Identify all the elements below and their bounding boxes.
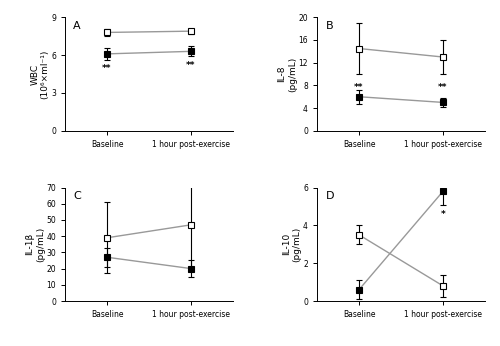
- Text: **: **: [438, 83, 448, 92]
- Y-axis label: IL-1β
(pg/mL): IL-1β (pg/mL): [26, 227, 45, 262]
- Text: **: **: [186, 62, 196, 71]
- Y-axis label: IL-8
(pg/mL): IL-8 (pg/mL): [278, 56, 297, 92]
- Text: A: A: [74, 21, 81, 31]
- Text: *: *: [440, 210, 446, 219]
- Text: D: D: [326, 191, 334, 201]
- Text: **: **: [102, 64, 112, 73]
- Y-axis label: WBC
(10⁶×ml⁻¹): WBC (10⁶×ml⁻¹): [30, 49, 50, 99]
- Y-axis label: IL-10
(pg/mL): IL-10 (pg/mL): [282, 227, 302, 262]
- Text: **: **: [354, 83, 364, 92]
- Text: B: B: [326, 21, 333, 31]
- Text: C: C: [74, 191, 81, 201]
